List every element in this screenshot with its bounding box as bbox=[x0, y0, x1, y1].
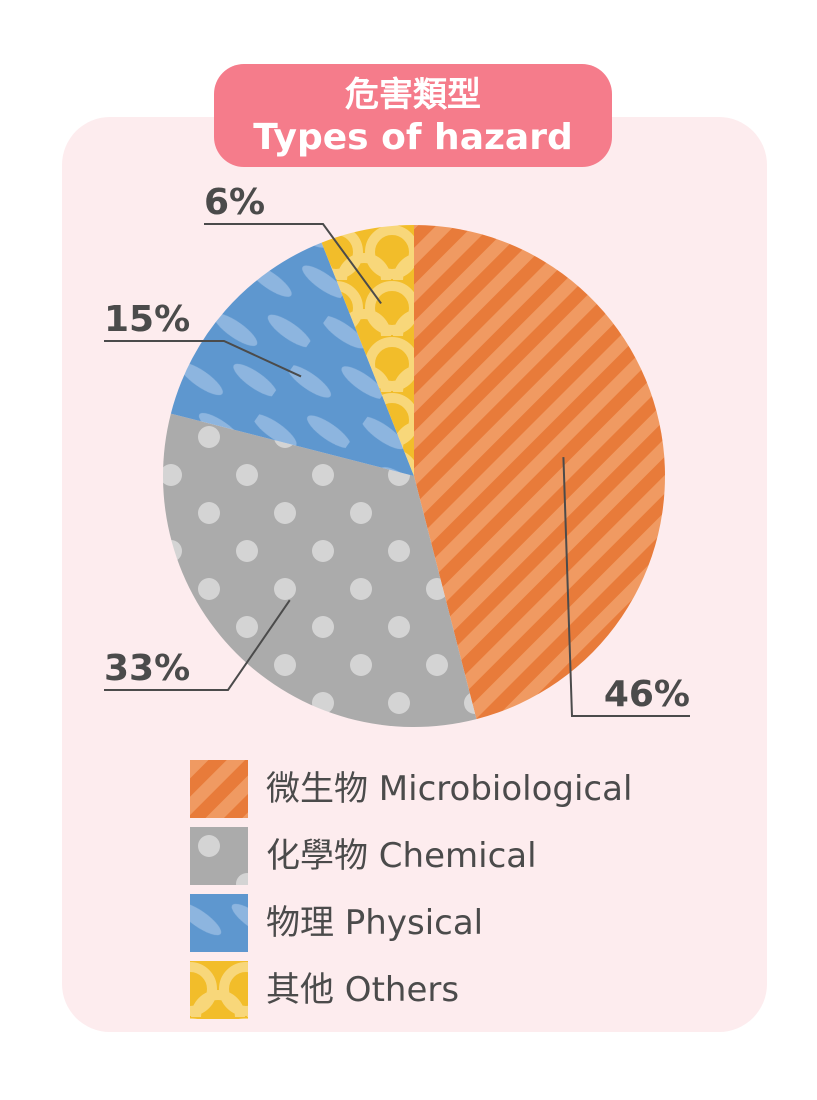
legend-label-physical: 物理 Physical bbox=[266, 903, 484, 943]
data-label-others: 6% bbox=[204, 182, 265, 223]
legend-swatch-physical bbox=[190, 894, 248, 952]
leader-line-chemical bbox=[104, 599, 291, 691]
pie-slice-microbiological bbox=[414, 225, 666, 720]
pie-slice-others bbox=[321, 225, 414, 476]
legend-item-chemical: 化學物 Chemical bbox=[190, 827, 710, 885]
chart-title-zh: 危害類型 bbox=[345, 75, 481, 115]
legend-item-microbiological: 微生物 Microbiological bbox=[190, 760, 710, 818]
legend-swatch-chemical bbox=[190, 827, 248, 885]
chart-title-en: Types of hazard bbox=[253, 117, 573, 158]
legend-item-others: 其他 Others bbox=[190, 961, 710, 1019]
data-label-chemical: 33% bbox=[104, 648, 190, 689]
pie-slice-chemical bbox=[163, 413, 477, 728]
data-label-microbiological: 46% bbox=[604, 674, 690, 715]
leader-line-others bbox=[204, 223, 382, 305]
legend-item-physical: 物理 Physical bbox=[190, 894, 710, 952]
leader-line-physical bbox=[104, 340, 302, 378]
legend-swatch-others bbox=[190, 961, 248, 1019]
legend-label-microbiological: 微生物 Microbiological bbox=[266, 769, 633, 809]
leader-line-microbiological bbox=[562, 457, 690, 717]
chart-title-badge: 危害類型 Types of hazard bbox=[214, 64, 612, 167]
legend-label-chemical: 化學物 Chemical bbox=[266, 836, 537, 876]
legend-swatch-microbiological bbox=[190, 760, 248, 818]
pie-slice-physical bbox=[170, 242, 414, 476]
legend-label-others: 其他 Others bbox=[266, 970, 460, 1010]
data-label-physical: 15% bbox=[104, 299, 190, 340]
